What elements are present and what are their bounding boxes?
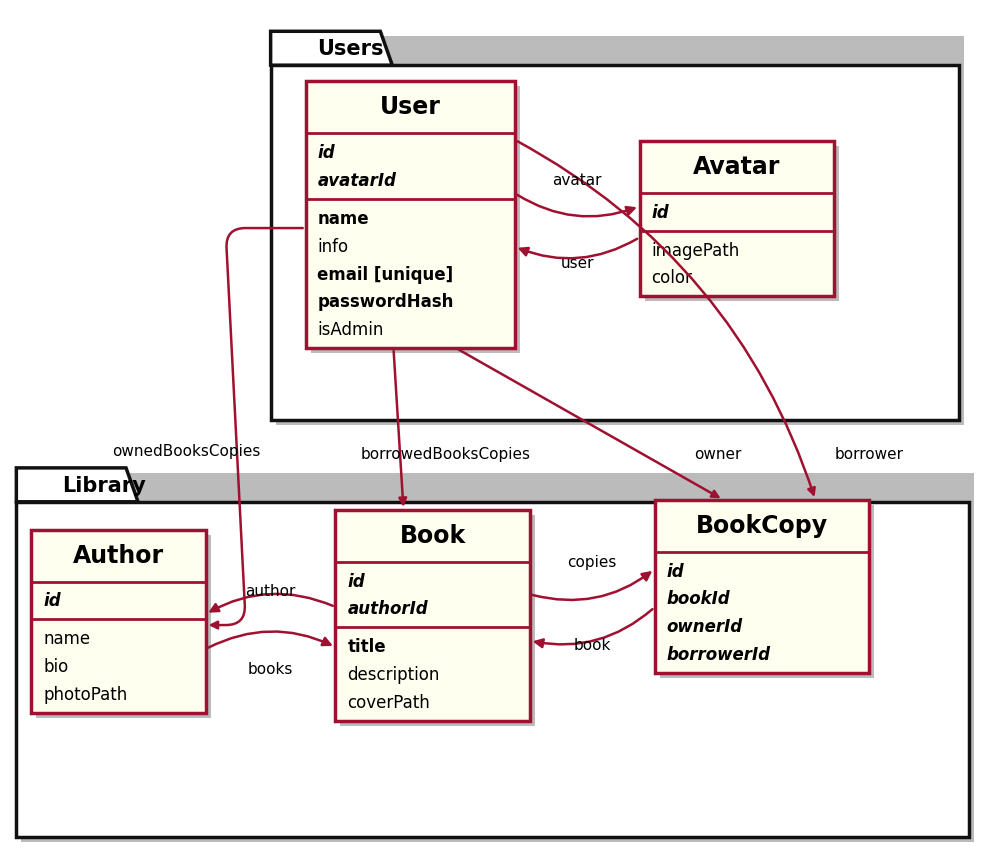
Text: avatar: avatar <box>552 173 602 187</box>
Text: id: id <box>317 144 335 162</box>
Text: photoPath: photoPath <box>43 686 127 704</box>
FancyBboxPatch shape <box>335 510 529 721</box>
Text: copies: copies <box>568 555 617 569</box>
FancyBboxPatch shape <box>270 65 958 420</box>
Text: borrower: borrower <box>834 448 903 462</box>
Text: description: description <box>347 666 440 684</box>
FancyBboxPatch shape <box>645 146 839 302</box>
Text: id: id <box>43 593 61 611</box>
Text: User: User <box>380 95 441 119</box>
Text: isAdmin: isAdmin <box>317 321 384 340</box>
FancyBboxPatch shape <box>22 473 973 842</box>
Text: Users: Users <box>317 39 384 59</box>
Text: authorId: authorId <box>347 600 428 619</box>
Text: bio: bio <box>43 658 68 677</box>
Text: passwordHash: passwordHash <box>317 294 454 311</box>
Text: imagePath: imagePath <box>652 242 740 259</box>
FancyBboxPatch shape <box>655 499 869 673</box>
Text: ownerId: ownerId <box>667 619 742 637</box>
FancyArrowPatch shape <box>518 141 814 494</box>
Text: coverPath: coverPath <box>347 694 430 712</box>
FancyBboxPatch shape <box>276 36 963 425</box>
Polygon shape <box>17 468 138 502</box>
Text: book: book <box>574 638 611 653</box>
Text: title: title <box>347 638 387 657</box>
FancyBboxPatch shape <box>311 86 520 353</box>
FancyBboxPatch shape <box>32 530 206 713</box>
Text: name: name <box>43 631 91 648</box>
FancyArrowPatch shape <box>393 351 406 505</box>
Text: email [unique]: email [unique] <box>317 265 454 283</box>
Text: Avatar: Avatar <box>693 155 781 179</box>
Text: borrowedBooksCopies: borrowedBooksCopies <box>360 448 530 462</box>
Text: user: user <box>560 256 594 271</box>
Text: ownedBooksCopies: ownedBooksCopies <box>111 444 260 460</box>
FancyBboxPatch shape <box>17 502 968 836</box>
Text: id: id <box>347 573 365 590</box>
Text: BookCopy: BookCopy <box>696 514 828 537</box>
FancyArrowPatch shape <box>211 228 303 628</box>
Text: author: author <box>246 583 296 599</box>
Text: Library: Library <box>62 475 146 496</box>
Text: id: id <box>667 562 684 581</box>
Text: Book: Book <box>399 524 465 548</box>
Text: color: color <box>652 270 692 288</box>
FancyBboxPatch shape <box>36 535 211 718</box>
Polygon shape <box>270 31 392 65</box>
Text: id: id <box>652 204 669 222</box>
Text: info: info <box>317 238 349 256</box>
FancyArrowPatch shape <box>458 350 719 497</box>
Text: Author: Author <box>73 543 164 568</box>
FancyBboxPatch shape <box>306 81 515 348</box>
FancyBboxPatch shape <box>660 505 874 678</box>
Text: owner: owner <box>694 448 741 462</box>
Text: avatarId: avatarId <box>317 172 396 190</box>
Text: name: name <box>317 210 369 228</box>
FancyBboxPatch shape <box>640 141 834 296</box>
FancyBboxPatch shape <box>340 515 534 726</box>
Text: bookId: bookId <box>667 590 731 608</box>
Text: books: books <box>247 662 293 677</box>
Text: borrowerId: borrowerId <box>667 646 770 664</box>
